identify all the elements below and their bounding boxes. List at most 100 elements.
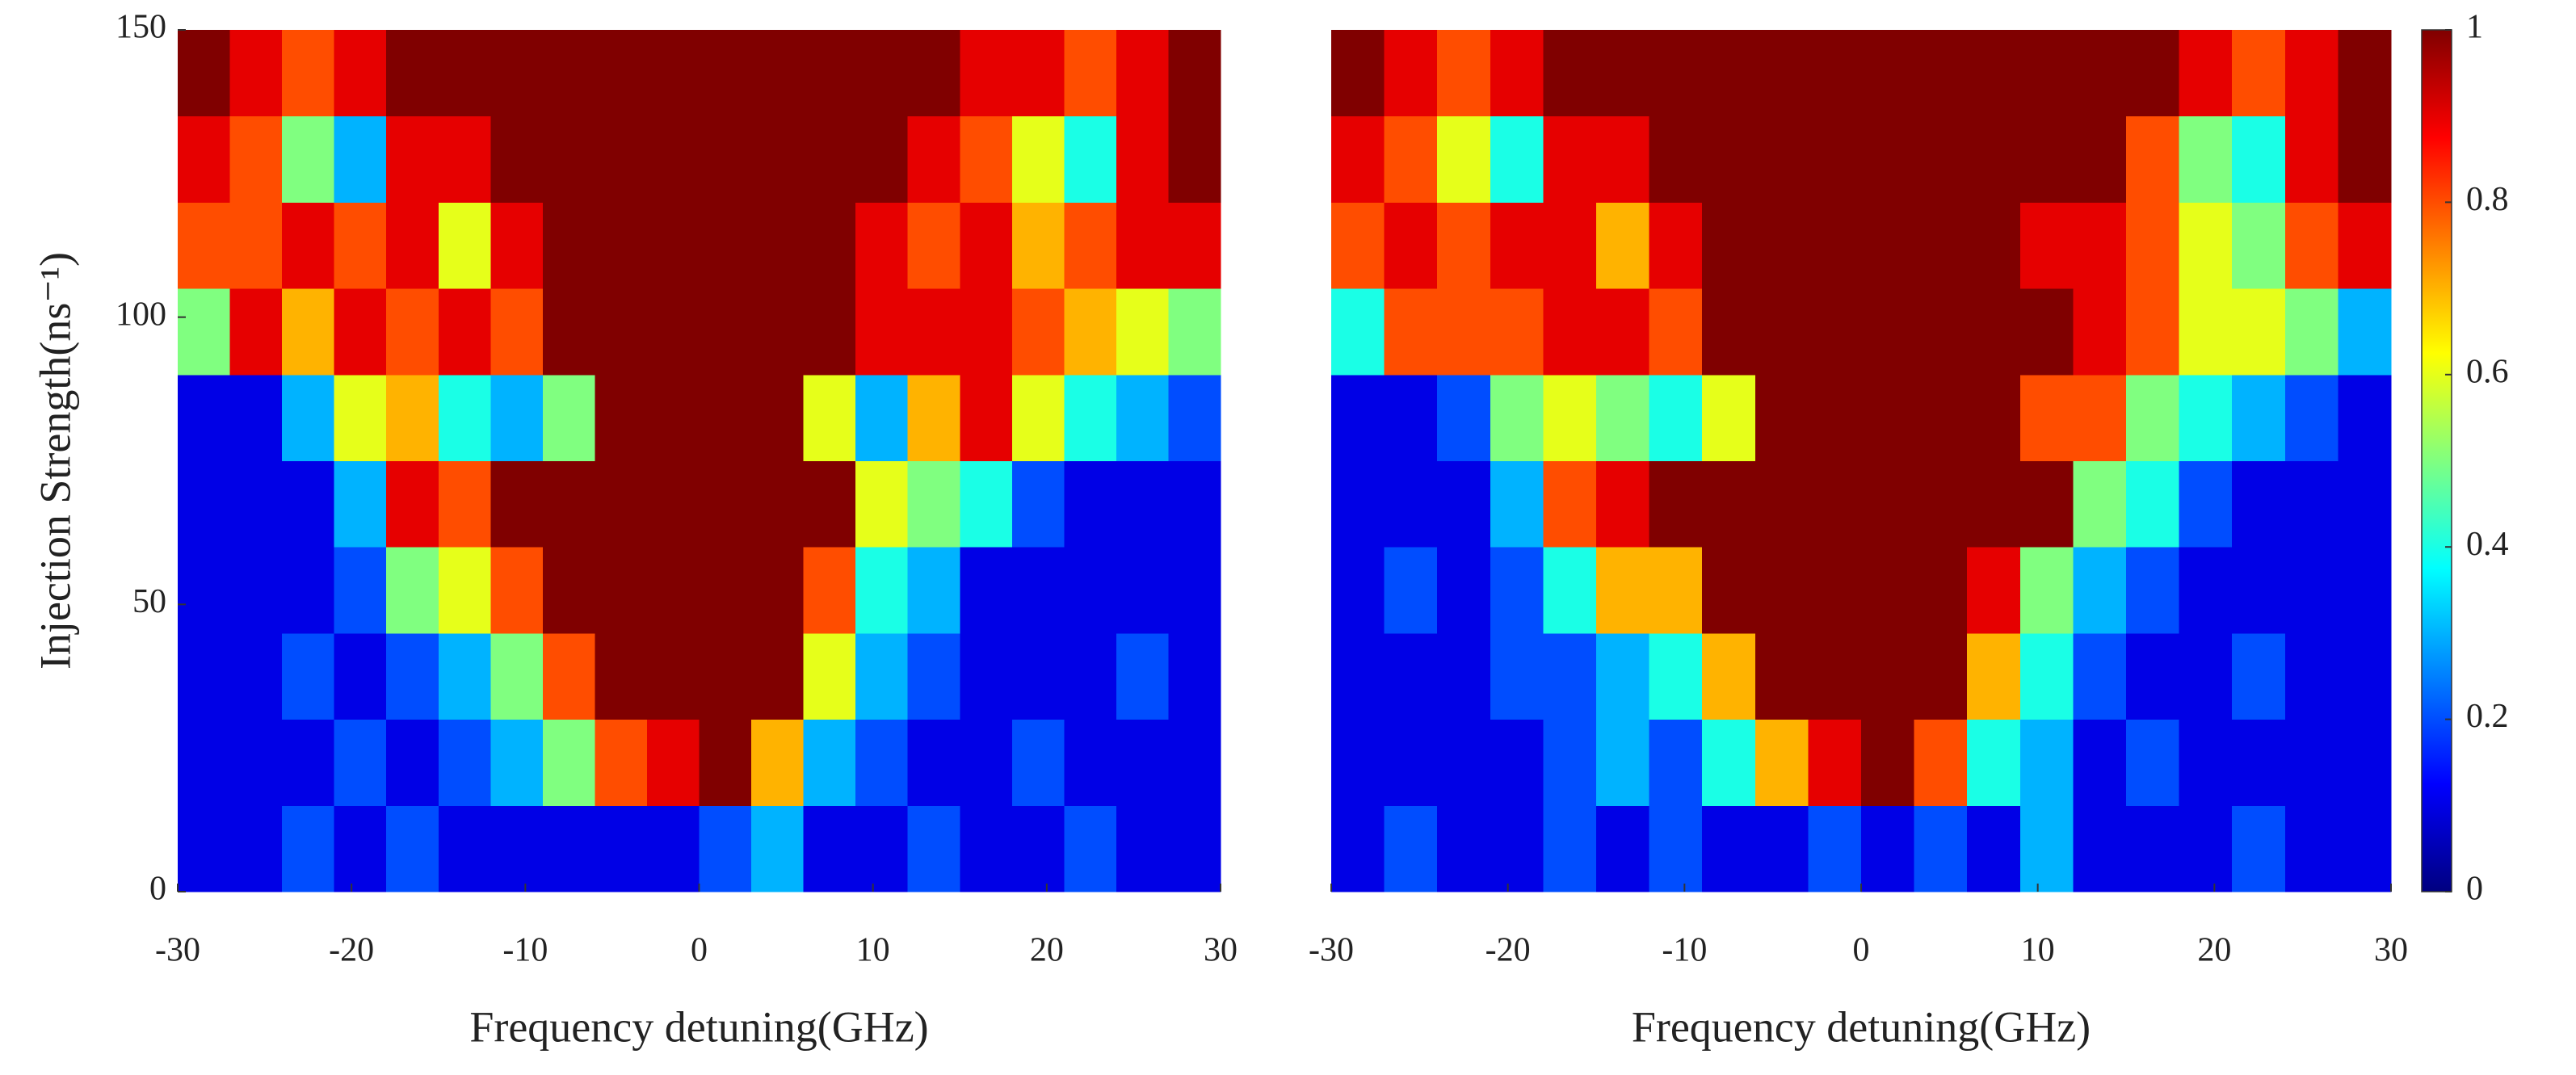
heatmap-cell (2073, 288, 2127, 376)
heatmap-cell (1702, 805, 1756, 892)
heatmap-cell (438, 288, 491, 376)
heatmap-cell (386, 115, 439, 203)
heatmap-cell (438, 374, 491, 461)
heatmap-cell (1437, 547, 1491, 634)
heatmap-cell (1649, 632, 1703, 720)
heatmap-cell (2126, 202, 2180, 289)
heatmap-cell (1861, 632, 1915, 720)
heatmap-cell (751, 460, 805, 548)
heatmap-cell (907, 115, 960, 203)
colorbar-tick-label: 0.8 (2466, 181, 2509, 218)
heatmap-cell (1914, 805, 1968, 892)
heatmap-cell (1808, 632, 1862, 720)
heatmap-cell (1490, 547, 1544, 634)
heatmap-cell (960, 719, 1013, 806)
heatmap-cell (855, 374, 909, 461)
heatmap-cell (2179, 632, 2233, 720)
heatmap-cell (2126, 115, 2180, 203)
x-tick-label: -10 (502, 932, 548, 969)
heatmap-cell (1596, 30, 1650, 117)
heatmap-cell (438, 632, 491, 720)
heatmap-cell (699, 30, 752, 117)
heatmap-cell (1490, 719, 1544, 806)
heatmap-cell (282, 719, 335, 806)
heatmap-cell (542, 719, 595, 806)
heatmap-cell (803, 460, 856, 548)
heatmap-cell (1596, 460, 1650, 548)
heatmap-cell (595, 547, 648, 634)
heatmap-cell (1011, 288, 1065, 376)
heatmap-cell (1808, 288, 1862, 376)
heatmap-cell (960, 115, 1013, 203)
heatmap-cell (1331, 374, 1385, 461)
heatmap-cell (1808, 460, 1862, 548)
heatmap-cell (2126, 547, 2180, 634)
heatmap-cell (1967, 288, 2021, 376)
heatmap-cell (1064, 288, 1117, 376)
heatmap-cell (646, 374, 700, 461)
heatmap-cell (1596, 374, 1650, 461)
heatmap-cell (699, 288, 752, 376)
x-tick-label: -30 (155, 932, 200, 969)
heatmap-cell (2232, 632, 2286, 720)
heatmap-cell (490, 30, 544, 117)
heatmap-cell (1967, 805, 2021, 892)
heatmap-cell (1543, 805, 1597, 892)
heatmap-cell (438, 30, 491, 117)
heatmap-cell (699, 719, 752, 806)
heatmap-cell (1596, 547, 1650, 634)
heatmap-cell (2284, 719, 2339, 806)
heatmap-cell (178, 460, 231, 548)
heatmap-cell (2179, 115, 2233, 203)
heatmap-cell (490, 202, 544, 289)
heatmap-cell (1754, 805, 1809, 892)
heatmap-cell (1384, 547, 1438, 634)
heatmap-cell (1064, 805, 1117, 892)
heatmap-cell (1064, 30, 1117, 117)
heatmap-cell (282, 460, 335, 548)
x-tick-label: 30 (1204, 932, 1238, 969)
heatmap-cell (490, 632, 544, 720)
heatmap-cell (1331, 288, 1385, 376)
heatmap-cell (646, 30, 700, 117)
heatmap-cell (1649, 719, 1703, 806)
heatmap-cell (1437, 374, 1491, 461)
heatmap-cell (334, 805, 387, 892)
heatmap-cell (1808, 719, 1862, 806)
heatmap-cell (1967, 719, 2021, 806)
heatmap-cell (334, 288, 387, 376)
heatmap-cell (1967, 30, 2021, 117)
heatmap-cell (1168, 30, 1221, 117)
heatmap-cell (855, 460, 909, 548)
heatmap-cell (1808, 547, 1862, 634)
heatmap-cell (1596, 202, 1650, 289)
heatmap-cell (282, 288, 335, 376)
heatmap-cell (907, 288, 960, 376)
heatmap-cell (1168, 115, 1221, 203)
heatmap-cell (1064, 719, 1117, 806)
heatmap-cell (178, 202, 231, 289)
heatmap-cell (595, 30, 648, 117)
heatmap-cell (1168, 805, 1221, 892)
heatmap-cell (1331, 632, 1385, 720)
heatmap-cell (1437, 115, 1491, 203)
heatmap-cell (334, 460, 387, 548)
heatmap-cell (1596, 288, 1650, 376)
heatmap-cell (751, 374, 805, 461)
heatmap-cell (229, 374, 283, 461)
heatmap-cell (595, 202, 648, 289)
heatmap-cell (1596, 719, 1650, 806)
heatmap-cell (855, 115, 909, 203)
heatmap-cell (699, 202, 752, 289)
heatmap-cell (542, 632, 595, 720)
heatmap-cell (282, 202, 335, 289)
heatmap-cell (1437, 202, 1491, 289)
heatmap-cell (1649, 115, 1703, 203)
heatmap-cell (438, 460, 491, 548)
heatmap-cell (1064, 547, 1117, 634)
heatmap-cell (386, 460, 439, 548)
heatmap-cell (1861, 202, 1915, 289)
heatmap-cell (1168, 632, 1221, 720)
heatmap-cell (1168, 202, 1221, 289)
heatmap-cell (2179, 719, 2233, 806)
